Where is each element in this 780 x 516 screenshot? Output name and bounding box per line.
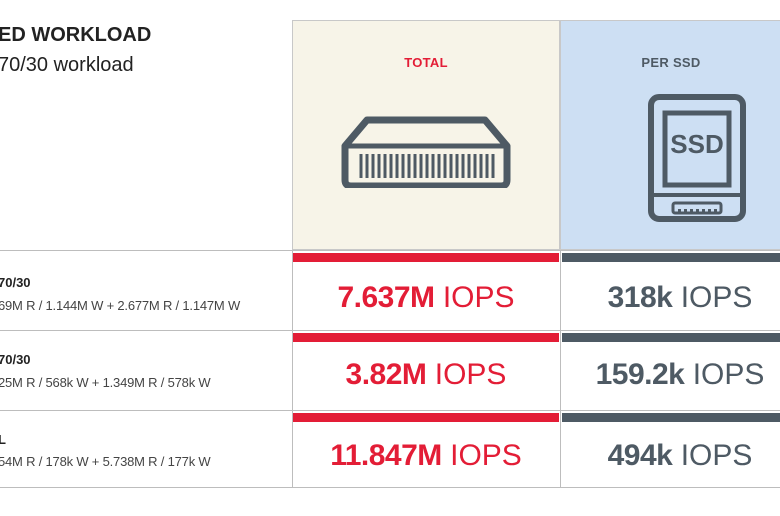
- total-iops-value: 7.637M IOPS: [337, 281, 515, 314]
- table-row: 70/30 69M R / 1.144M W + 2.677M R / 1.14…: [0, 250, 780, 331]
- per-ssd-bar: [562, 253, 780, 262]
- per-ssd-column-header: PER SSD SSD: [560, 20, 780, 250]
- total-column-header: TOTAL: [292, 20, 560, 250]
- row-detail: 69M R / 1.144M W + 2.677M R / 1.147M W: [0, 298, 241, 313]
- ssd-icon-text: SSD: [670, 129, 723, 159]
- storage-server-icon: [341, 116, 511, 188]
- per-ssd-bar: [562, 333, 780, 342]
- per-ssd-iops-value: 318k IOPS: [607, 281, 753, 314]
- per-ssd-column-label: PER SSD: [641, 55, 701, 70]
- row-detail: 54M R / 178k W + 5.738M R / 177k W: [0, 454, 211, 469]
- ssd-drive-icon: SSD: [648, 94, 746, 222]
- row-name: L: [0, 432, 6, 447]
- per-ssd-iops-value: 159.2k IOPS: [595, 358, 765, 391]
- total-iops-value: 11.847M IOPS: [330, 439, 522, 472]
- row-name: 70/30: [0, 275, 31, 290]
- workload-subtitle: 70/30 workload: [0, 54, 134, 76]
- total-column-label: TOTAL: [404, 55, 448, 70]
- column-divider: [560, 250, 561, 487]
- table-row: 70/30 25M R / 568k W + 1.349M R / 578k W…: [0, 330, 780, 411]
- per-ssd-iops-value: 494k IOPS: [607, 439, 753, 472]
- total-bar: [293, 253, 559, 262]
- table-bottom-border: [0, 487, 780, 488]
- row-detail: 25M R / 568k W + 1.349M R / 578k W: [0, 375, 211, 390]
- row-name: 70/30: [0, 352, 31, 367]
- total-iops-value: 3.82M IOPS: [345, 358, 507, 391]
- total-bar: [293, 333, 559, 342]
- workload-title: ED WORKLOAD: [0, 24, 152, 46]
- table-row: L 54M R / 178k W + 5.738M R / 177k W 11.…: [0, 410, 780, 488]
- total-bar: [293, 413, 559, 422]
- column-divider: [292, 250, 293, 487]
- per-ssd-bar: [562, 413, 780, 422]
